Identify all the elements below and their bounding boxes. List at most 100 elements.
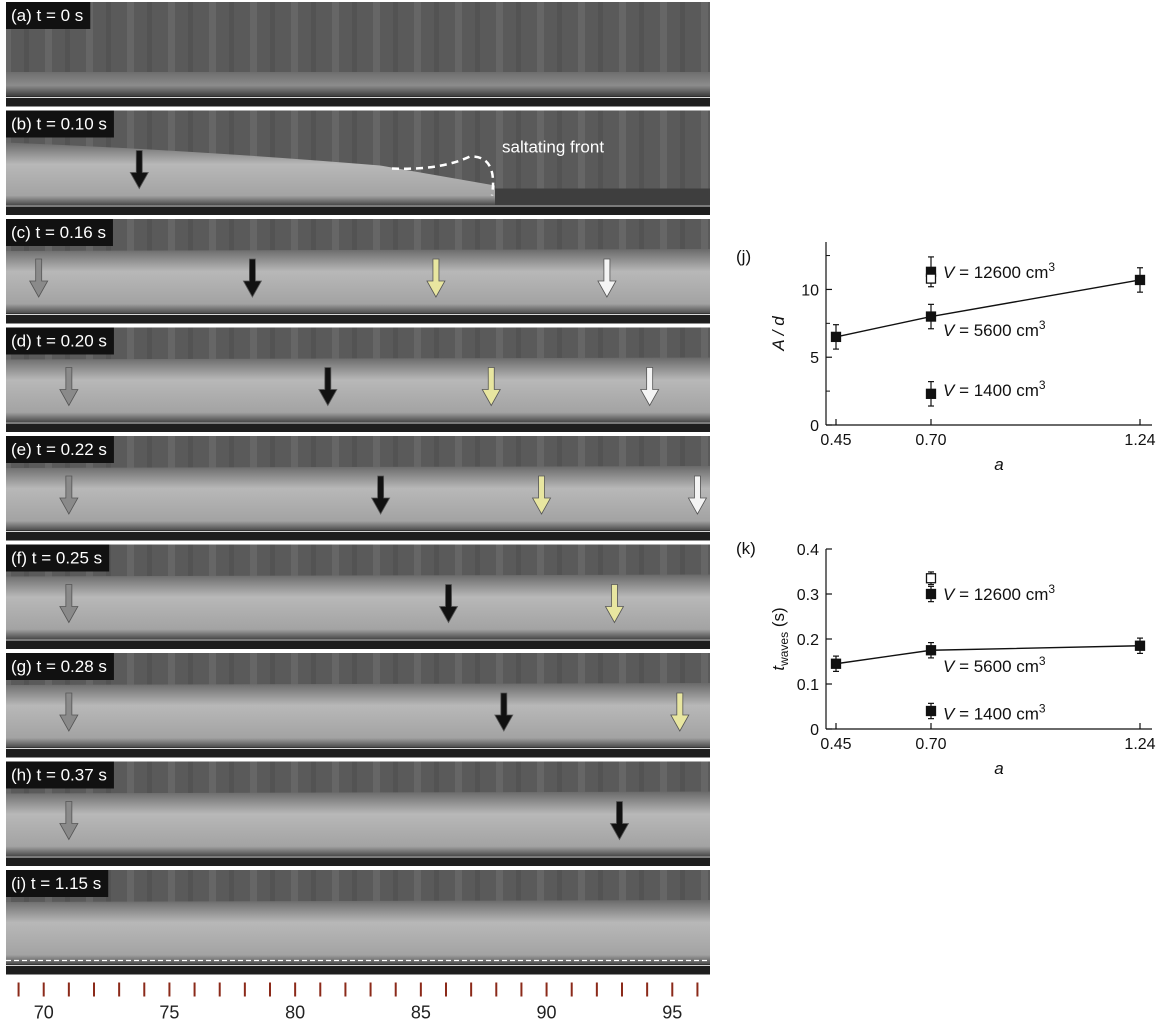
wave-arrow (59, 584, 79, 624)
y-tick-label: 10 (801, 282, 819, 299)
data-point (925, 705, 937, 717)
sand-layer (6, 72, 710, 97)
y-tick-label: 0.3 (797, 587, 819, 604)
x-tick-label: 0.45 (820, 736, 851, 753)
data-point (925, 311, 937, 322)
data-point (925, 388, 937, 399)
data-point (830, 658, 842, 669)
scale-tick-label: 85 (411, 1003, 431, 1023)
sand-layer (6, 574, 710, 639)
data-point (925, 573, 937, 584)
frame-label-box (6, 2, 91, 29)
wave-arrow (531, 475, 552, 515)
sand-layer (6, 900, 710, 965)
wave-arrow (609, 801, 630, 841)
frame-label-box (6, 110, 114, 138)
scale-tick-label: 80 (285, 1003, 305, 1023)
x-tick-label: 1.24 (1124, 736, 1155, 753)
sand-layer (6, 791, 710, 856)
wave-arrow (481, 367, 501, 407)
frame-label: (d) t = 0.20 s (11, 332, 107, 351)
panel-j-label: (j) (736, 247, 751, 266)
scale-tick-label: 90 (537, 1003, 557, 1023)
frame-base-band (6, 639, 710, 649)
frame-base-band (6, 96, 710, 107)
panel-j-plot: (j) 0 5 10 0.45 0.70 1.24 a A / d V = 12600 cm3 V… (736, 242, 1156, 474)
frame-label: (g) t = 0.28 s (11, 657, 107, 676)
volume-annotation: V = 5600 cm3 (943, 654, 1046, 676)
frame-e: (e) t = 0.22 s (6, 436, 710, 541)
data-point (925, 273, 937, 284)
wave-arrow (59, 367, 79, 407)
frame-label: (i) t = 1.15 s (11, 874, 101, 893)
frame-a: (a) t = 0 s (6, 2, 710, 107)
y-tick-label: 0 (810, 418, 819, 435)
wave-arrow (318, 367, 338, 407)
sand-layer (6, 142, 495, 205)
sand-layer (6, 466, 710, 531)
y-tick-label: 0.4 (797, 542, 819, 559)
sand-layer (6, 683, 710, 748)
x-tick-label: 1.24 (1124, 432, 1155, 449)
volume-annotation: V = 12600 cm3 (943, 260, 1055, 282)
data-point (1134, 640, 1146, 651)
panel-k-label: (k) (736, 539, 756, 558)
image-strip-frames: (a) t = 0 s (b) t = 0.10 s saltating front… (6, 2, 710, 975)
frame-c: (c) t = 0.16 s (6, 219, 710, 324)
y-tick-label: 0.1 (797, 677, 819, 694)
y-tick-label: 0.2 (797, 632, 819, 649)
wave-arrow (29, 258, 49, 298)
saltating-front-annotation: saltating front (502, 138, 604, 157)
data-point (1134, 274, 1146, 286)
x-tick-label: 0.45 (820, 432, 851, 449)
frame-base-band (6, 422, 710, 432)
frame-label-box (6, 761, 114, 789)
x-tick-label: 0.70 (915, 432, 946, 449)
wave-arrow (242, 258, 263, 298)
frame-label-box (6, 436, 114, 463)
wave-arrow (59, 801, 79, 841)
wave-arrow (670, 692, 690, 732)
x-axis-label: a (994, 455, 1003, 474)
frame-base-band (6, 313, 710, 324)
wave-arrow (129, 150, 149, 190)
frame-label: (f) t = 0.25 s (11, 549, 102, 568)
wave-arrow (438, 584, 459, 624)
wave-arrow (687, 475, 708, 515)
frame-base-band (6, 205, 710, 215)
frame-g: (g) t = 0.28 s (6, 653, 710, 758)
position-scale: 70 75 80 85 90 95 (17, 982, 699, 1023)
scale-tick-label: 70 (34, 1003, 54, 1023)
frame-base-band (6, 530, 710, 541)
frame-f: (f) t = 0.25 s (6, 544, 710, 649)
scale-tick-label: 75 (159, 1003, 179, 1023)
frame-label-box (6, 327, 114, 355)
frame-label: (c) t = 0.16 s (11, 223, 106, 242)
frame-i: (i) t = 1.15 s (6, 870, 710, 975)
frame-d: (d) t = 0.20 s (6, 327, 710, 432)
wave-arrow (59, 692, 79, 732)
sand-layer (6, 357, 710, 422)
frame-b: (b) t = 0.10 s saltating front (6, 110, 710, 215)
data-point (925, 645, 937, 656)
y-axis-label: twaves (s) (769, 607, 791, 670)
frame-base-band (6, 856, 710, 866)
wave-arrow (597, 258, 617, 298)
frame-bed (495, 188, 710, 205)
frame-label: (b) t = 0.10 s (11, 115, 107, 134)
saltating-front-outline (391, 155, 495, 196)
y-axis-label: A / d (769, 316, 788, 352)
frame-base-band (6, 964, 710, 975)
scale-tick-label: 95 (662, 1003, 682, 1023)
wave-arrow (494, 692, 514, 732)
frame-base-band (6, 747, 710, 758)
y-tick-label: 0 (810, 722, 819, 739)
data-point (830, 331, 842, 343)
wave-arrow (370, 475, 391, 515)
frame-label-box (6, 870, 109, 897)
frame-label-box (6, 544, 110, 572)
frame-label: (a) t = 0 s (11, 6, 83, 25)
frame-label: (e) t = 0.22 s (11, 440, 107, 459)
data-point (925, 588, 937, 600)
